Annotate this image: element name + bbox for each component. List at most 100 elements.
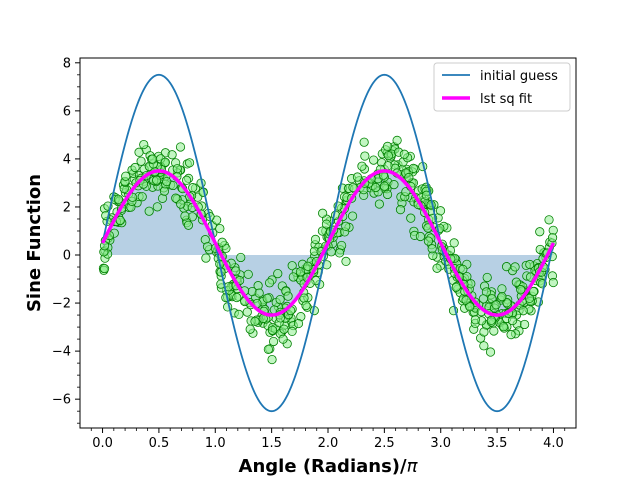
scatter-point — [485, 347, 496, 357]
scatter-point — [231, 266, 241, 276]
scatter-point — [389, 180, 399, 190]
scatter-point — [470, 315, 480, 325]
scatter-point — [360, 151, 370, 161]
scatter-point — [479, 341, 489, 351]
y-tick-label: 2 — [63, 200, 71, 215]
scatter-point — [139, 139, 149, 150]
scatter-point — [267, 354, 277, 365]
scatter-point — [432, 263, 442, 273]
scatter-point — [287, 261, 297, 271]
scatter-point — [435, 206, 446, 216]
scatter-point — [544, 215, 554, 225]
scatter-point — [287, 326, 297, 336]
scatter-point — [506, 330, 516, 340]
scatter-point — [341, 221, 351, 231]
scatter-point — [318, 208, 328, 218]
scatter-point — [172, 164, 182, 174]
scatter-point — [115, 215, 125, 226]
scatter-point — [479, 327, 489, 337]
scatter-point — [321, 219, 332, 229]
scatter-point — [134, 147, 144, 157]
scatter-point — [263, 344, 273, 354]
y-tick-label: 8 — [63, 56, 71, 71]
scatter-point — [415, 231, 426, 242]
y-tick-label: 0 — [63, 249, 71, 264]
scatter-point — [180, 211, 190, 221]
scatter-point — [136, 156, 146, 166]
scatter-point — [183, 220, 194, 230]
scatter-point — [138, 179, 149, 189]
x-tick-label: 3.5 — [487, 436, 508, 451]
scatter-point — [232, 292, 242, 303]
scatter-point — [99, 263, 110, 274]
scatter-point — [501, 262, 512, 272]
scatter-point — [535, 227, 545, 237]
scatter-point — [352, 172, 363, 182]
scatter-point — [234, 309, 244, 320]
scatter-point — [159, 186, 170, 196]
scatter-point — [404, 172, 414, 183]
scatter-point — [254, 288, 264, 298]
scatter-point — [465, 302, 475, 312]
tick-layer: 0.0 0.5 1.0 1.5 2.0 2.5 3.0 3.5 4.0 −6 −4 −2 0 2 4 6 8 — [52, 56, 566, 451]
scatter-point — [427, 244, 437, 254]
scatter-point — [478, 294, 488, 304]
x-axis-label: Angle (Radians)/π — [239, 456, 419, 477]
scatter-point — [379, 181, 390, 191]
scatter-point — [217, 237, 227, 247]
lst-sq-fit-line — [100, 169, 556, 317]
scatter-point — [326, 247, 336, 257]
scatter-point — [181, 175, 192, 185]
scatter-point — [548, 277, 558, 288]
x-tick-label: 1.0 — [205, 436, 226, 451]
scatter-point — [264, 278, 275, 288]
scatter-point — [278, 334, 288, 344]
scatter-point — [491, 300, 501, 310]
x-tick-label: 2.5 — [374, 436, 395, 451]
scatter-point — [262, 293, 272, 303]
scatter-point — [188, 183, 198, 193]
scatter-point — [303, 261, 313, 271]
scatter-point — [121, 171, 131, 181]
scatter-point — [371, 182, 381, 193]
scatter-point — [202, 242, 213, 252]
scatter-point — [518, 306, 528, 316]
scatter-point — [283, 291, 293, 301]
scatter-point — [176, 199, 186, 209]
scatter-point — [382, 141, 393, 151]
scatter-point — [152, 175, 162, 185]
scatter-point — [510, 262, 520, 272]
scatter-point — [162, 176, 172, 187]
scatter-point — [528, 287, 539, 297]
scatter-point — [359, 137, 369, 147]
scatter-point — [489, 326, 499, 336]
scatter-point — [511, 277, 521, 287]
scatter-point — [268, 336, 279, 347]
scatter-point — [175, 142, 186, 152]
x-tick-label: 4.0 — [543, 436, 564, 451]
x-tick-label: 3.0 — [430, 436, 451, 451]
scatter-point — [171, 193, 181, 203]
legend-label-lst-sq-fit: lst sq fit — [480, 92, 532, 107]
scatter-point — [293, 318, 304, 329]
scatter-point — [130, 162, 140, 173]
scatter-point — [279, 324, 289, 334]
scatter-point — [184, 158, 195, 168]
scatter-point — [449, 238, 459, 248]
scatter-point — [341, 256, 351, 266]
scatter-point — [382, 189, 393, 200]
scatter-point — [507, 315, 518, 326]
scatter-point — [519, 319, 530, 330]
scatter-point — [245, 324, 255, 334]
scatter-point — [408, 163, 418, 173]
scatter-point — [547, 233, 558, 243]
scatter-point — [250, 316, 260, 327]
x-tick-label: 0.5 — [149, 436, 170, 451]
scatter-point — [201, 253, 211, 263]
scatter-point — [348, 182, 358, 193]
scatter-point — [267, 325, 278, 335]
scatter-point — [347, 211, 358, 221]
scatter-point — [399, 149, 409, 159]
scatter-point — [334, 248, 345, 258]
x-tick-label: 1.5 — [261, 436, 282, 451]
